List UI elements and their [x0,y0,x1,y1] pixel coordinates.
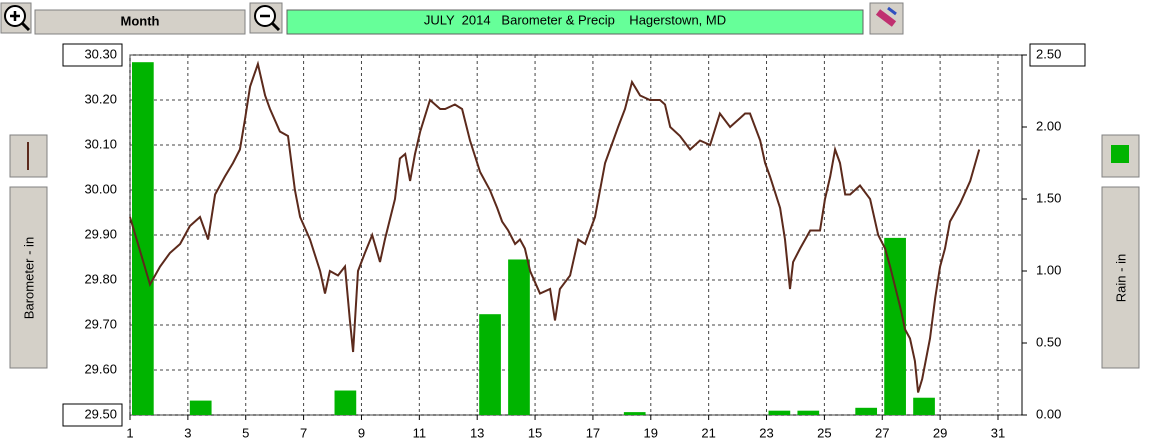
tick-box [1029,43,1086,67]
x-tick-label: 29 [933,425,947,440]
y2-tick-label: 0.50 [1036,334,1061,349]
y2-axis-label: Rain - in [1113,254,1128,302]
rain-bar [768,410,791,415]
zoom-out-button[interactable] [249,2,283,34]
x-tick-label: 11 [413,425,427,440]
y-tick-label: 29.60 [84,361,117,376]
period-button[interactable] [34,9,246,35]
plot: 29.5029.6029.7029.8029.9030.0030.1030.20… [62,43,1086,440]
x-tick-label: 23 [759,425,773,440]
x-tick-label: 27 [875,425,889,440]
y-axis-label: Barometer - in [21,237,36,319]
rain-bar [855,407,878,415]
x-tick-label: 21 [701,425,715,440]
x-tick-label: 31 [991,425,1005,440]
rain-bar [334,390,357,415]
y2-tick-label: 1.00 [1036,262,1061,277]
print-button[interactable] [869,2,904,35]
x-tick-label: 19 [644,425,658,440]
y-label-box [9,186,48,369]
rain-bar [913,397,935,415]
x-tick-label: 5 [242,425,249,440]
zoom-in-button[interactable] [0,2,32,34]
y2-tick-label: 2.00 [1036,118,1061,133]
chart-title: JULY 2014 Barometer & Precip Hagerstown,… [424,12,726,27]
y2-tick-label: 1.50 [1036,190,1061,205]
y-tick-label: 30.10 [84,136,117,151]
y-tick-label: 30.30 [84,46,117,61]
y2-tick-label: 2.50 [1036,46,1061,61]
x-tick-label: 25 [817,425,831,440]
tick-box [62,403,123,427]
x-tick-label: 1 [126,425,133,440]
x-tick-label: 3 [184,425,191,440]
y-tick-label: 30.20 [84,91,117,106]
period-label: Month [121,13,160,28]
bar-swatch [1111,145,1129,163]
y-tick-label: 29.50 [84,406,117,421]
rain-bar [479,314,501,415]
barometer-line [129,60,981,393]
rain-bar [508,259,530,415]
rain-bar [623,412,646,415]
tick-box [62,43,123,67]
y2-label-box [1101,186,1140,369]
y-tick-label: 29.70 [84,316,117,331]
rain-bar [189,400,212,415]
x-tick-label: 13 [470,425,484,440]
y-tick-label: 29.90 [84,226,117,241]
y2-tick-label: 0.00 [1036,406,1061,421]
title-box [286,9,864,35]
rain-bar [884,237,906,415]
x-tick-label: 17 [586,425,600,440]
x-tick-label: 9 [358,425,365,440]
rain-bar [797,410,820,415]
rain-bar [132,62,154,415]
x-tick-label: 15 [528,425,542,440]
y-tick-label: 30.00 [84,181,117,196]
y-tick-label: 29.80 [84,271,117,286]
x-tick-label: 7 [300,425,307,440]
